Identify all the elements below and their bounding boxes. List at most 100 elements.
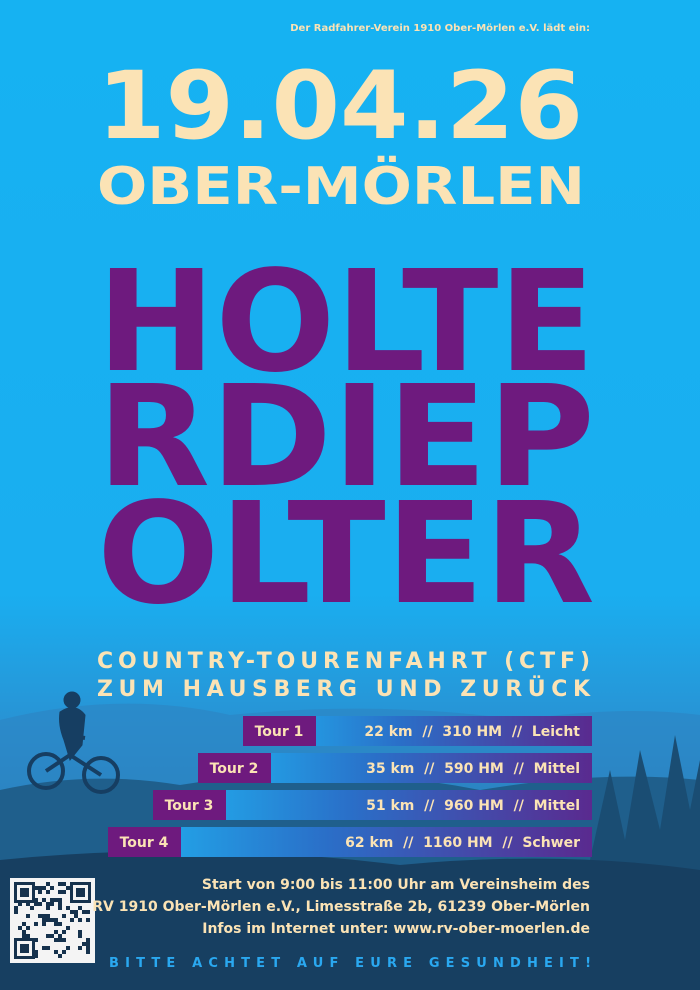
tour-label-box — [153, 790, 226, 820]
qr-cell — [50, 886, 54, 890]
qr-code — [10, 878, 95, 963]
qr-finder — [76, 888, 85, 897]
qr-cell — [58, 906, 62, 910]
qr-cell — [86, 942, 90, 946]
qr-cell — [50, 934, 54, 938]
qr-cell — [38, 914, 42, 918]
qr-cell — [86, 918, 90, 922]
qr-cell — [58, 898, 62, 902]
qr-cell — [22, 922, 26, 926]
qr-cell — [26, 926, 30, 930]
qr-cell — [62, 882, 66, 886]
tour-details: 51 km // 960 HM // Mittel — [366, 798, 580, 814]
qr-cell — [66, 886, 70, 890]
tour-label-box — [243, 716, 316, 746]
qr-cell — [62, 950, 66, 954]
tour-details: 35 km // 590 HM // Mittel — [366, 761, 580, 777]
qr-cell — [34, 922, 38, 926]
hills-near — [0, 851, 700, 990]
qr-cell — [78, 930, 82, 934]
qr-cell — [54, 898, 58, 902]
place: OBER-MÖRLEN — [97, 155, 585, 217]
tour-list: Tour 1 22 km // 310 HM // Leicht Tour 2 35 … — [108, 716, 592, 857]
qr-cell — [54, 922, 58, 926]
qr-cell — [62, 890, 66, 894]
qr-cell — [82, 910, 86, 914]
info: Start von 9:00 bis 11:00 Uhr am Vereinsh… — [92, 877, 590, 937]
qr-cell — [74, 914, 78, 918]
info-line: RV 1910 Ober-Mörlen e.V., Limesstraße 2b… — [92, 899, 590, 915]
qr-cell — [50, 898, 54, 902]
qr-cell — [54, 918, 58, 922]
tour-row: Tour 3 51 km // 960 HM // Mittel — [153, 790, 592, 820]
qr-cell — [86, 910, 90, 914]
qr-cell — [34, 954, 38, 958]
qr-cell — [22, 934, 26, 938]
title-line: OLTER — [97, 473, 595, 636]
qr-cell — [62, 930, 66, 934]
qr-cell — [58, 882, 62, 886]
qr-cell — [42, 922, 46, 926]
qr-cell — [34, 950, 38, 954]
qr-cell — [86, 946, 90, 950]
qr-cell — [46, 918, 50, 922]
qr-cell — [58, 938, 62, 942]
qr-finder — [20, 888, 29, 897]
tour-row: Tour 2 35 km // 590 HM // Mittel — [198, 753, 592, 783]
qr-cell — [58, 902, 62, 906]
qr-cell — [58, 890, 62, 894]
date: 19.04.26 — [97, 52, 583, 161]
qr-cell — [78, 946, 82, 950]
qr-cell — [58, 922, 62, 926]
qr-cell — [34, 938, 38, 942]
qr-cell — [42, 886, 46, 890]
title-line: HOLTE — [97, 241, 595, 404]
tour-bar — [153, 790, 592, 820]
qr-cell — [46, 902, 50, 906]
qr-cell — [78, 906, 82, 910]
qr-cell — [38, 902, 42, 906]
qr-cell — [66, 906, 70, 910]
qr-cell — [42, 898, 46, 902]
cyclist — [27, 691, 120, 794]
qr-cell — [14, 906, 18, 910]
qr-cell — [46, 934, 50, 938]
tour-row: Tour 4 62 km // 1160 HM // Schwer — [108, 827, 592, 857]
qr-cell — [62, 938, 66, 942]
qr-cell — [14, 910, 18, 914]
tour-details: 62 km // 1160 HM // Schwer — [345, 835, 580, 851]
qr-finder — [20, 944, 29, 953]
qr-cell — [82, 942, 86, 946]
tour-name: Tour 3 — [165, 798, 214, 814]
qr-cell — [46, 946, 50, 950]
qr-cell — [66, 926, 70, 930]
qr-cell — [34, 898, 38, 902]
qr-cell — [18, 902, 22, 906]
qr-cell — [30, 906, 34, 910]
qr-cell — [86, 938, 90, 942]
qr-cell — [38, 886, 42, 890]
qr-cell — [54, 930, 58, 934]
qr-cell — [74, 910, 78, 914]
title-line: RDIEP — [97, 356, 595, 519]
qr-cell — [78, 918, 82, 922]
qr-cell — [62, 914, 66, 918]
info-line: Start von 9:00 bis 11:00 Uhr am Vereinsh… — [202, 877, 590, 893]
qr-cell — [70, 910, 74, 914]
tour-label-box — [108, 827, 181, 857]
qr-cell — [50, 918, 54, 922]
qr-cell — [26, 934, 30, 938]
qr-cell — [26, 902, 30, 906]
tour-details: 22 km // 310 HM // Leicht — [364, 724, 580, 740]
tour-name: Tour 1 — [255, 724, 304, 740]
qr-cell — [22, 930, 26, 934]
qr-cell — [18, 926, 22, 930]
qr-cell — [78, 934, 82, 938]
qr-cell — [86, 950, 90, 954]
qr-cell — [50, 902, 54, 906]
qr-cell — [34, 902, 38, 906]
qr-cell — [70, 918, 74, 922]
qr-cell — [66, 946, 70, 950]
